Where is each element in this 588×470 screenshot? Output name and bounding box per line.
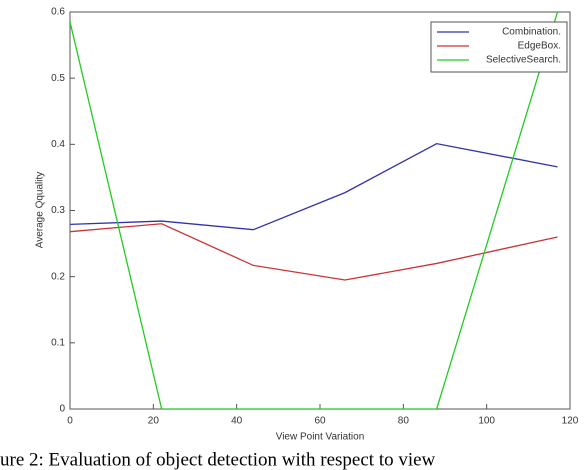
x-tick-label: 120 bbox=[562, 416, 579, 427]
series-line bbox=[70, 12, 559, 409]
caption: ure 2: Evaluation of object detection wi… bbox=[0, 449, 436, 470]
y-tick-label: 0.1 bbox=[51, 337, 65, 348]
y-tick-label: 0.4 bbox=[51, 139, 65, 150]
y-tick-label: 0 bbox=[59, 404, 65, 415]
x-tick-label: 40 bbox=[231, 416, 243, 427]
x-tick-label: 0 bbox=[67, 416, 73, 427]
y-tick-label: 0.2 bbox=[51, 271, 65, 282]
legend-label: EdgeBox. bbox=[518, 41, 561, 52]
y-tick-label: 0.3 bbox=[51, 205, 65, 216]
x-tick-label: 60 bbox=[314, 416, 326, 427]
x-tick-label: 20 bbox=[148, 416, 160, 427]
plot-frame bbox=[69, 11, 571, 410]
legend-label: SelectiveSearch. bbox=[486, 55, 561, 66]
x-tick-label: 80 bbox=[398, 416, 410, 427]
legend-box bbox=[430, 21, 568, 73]
legend-label: Combination. bbox=[502, 27, 561, 38]
y-tick-label: 0.5 bbox=[51, 73, 65, 84]
x-axis-label: View Point Variation bbox=[276, 432, 365, 443]
series-line bbox=[70, 142, 558, 231]
y-tick-label: 0.6 bbox=[51, 7, 65, 18]
series-line bbox=[70, 223, 558, 281]
x-tick-label: 100 bbox=[478, 416, 495, 427]
y-axis-label: Average Qquality bbox=[35, 172, 46, 249]
plot-area bbox=[70, 12, 559, 409]
